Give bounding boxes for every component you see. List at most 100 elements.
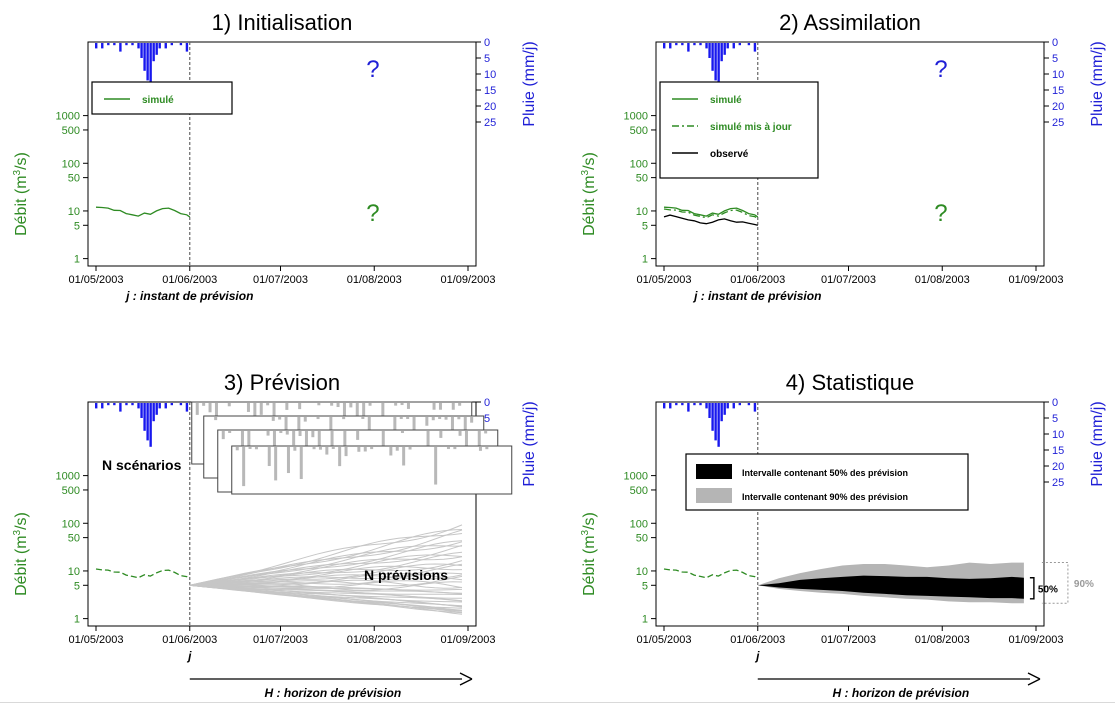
rain-scenario-bar xyxy=(453,447,457,450)
rain-bar xyxy=(170,403,174,406)
series-line-3 xyxy=(663,214,758,226)
rain-scenario-bar xyxy=(330,403,334,406)
rain-bar xyxy=(732,403,735,409)
plot-frame xyxy=(87,41,477,267)
rain-scenario-bar xyxy=(438,403,442,410)
y-axis-label-main: Débit (m xyxy=(13,175,30,235)
legend-label: observé xyxy=(710,149,749,160)
rain-bar xyxy=(152,403,155,422)
rain-bar xyxy=(158,43,161,49)
y2-tick-label: 5 xyxy=(1052,53,1058,65)
x-tick-label: 01/07/2003 xyxy=(253,634,308,646)
rain-bar xyxy=(738,43,742,46)
rain-bar xyxy=(140,403,143,418)
y-tick-label: 50 xyxy=(636,533,648,545)
rain-bar xyxy=(753,403,757,412)
rain-scenario-bar xyxy=(400,403,404,406)
rain-bar xyxy=(137,43,140,49)
rain-bar xyxy=(723,43,726,55)
series-line-1 xyxy=(95,206,191,218)
rain-bar xyxy=(711,403,714,431)
rain-bar xyxy=(753,43,757,52)
rain-scenario-bar xyxy=(399,417,403,420)
y-tick-label: 50 xyxy=(636,173,648,185)
y-tick-label: 500 xyxy=(62,485,80,497)
y2-tick-label: 15 xyxy=(1052,85,1064,97)
rain-bar xyxy=(726,403,729,409)
y-axis-label-main: Débit (m xyxy=(13,535,30,595)
rain-scenario-bar xyxy=(406,403,410,409)
y2-tick-label: 0 xyxy=(484,397,490,409)
y-axis-label-main: Débit (m xyxy=(581,535,598,595)
rain-scenario-bar xyxy=(485,447,489,450)
y-tick-label: 10 xyxy=(68,566,80,578)
rain-scenario-bar xyxy=(278,417,282,420)
y-tick-label: 1 xyxy=(642,254,648,266)
rain-bar xyxy=(669,403,672,409)
rain-scenario-bar xyxy=(394,403,398,406)
rain-bar xyxy=(185,403,189,412)
y-tick-label: 100 xyxy=(630,158,648,170)
rain-bar xyxy=(149,403,152,447)
rain-scenario-bar xyxy=(336,403,340,408)
rain-scenario-bar xyxy=(356,431,360,440)
rain-scenario-bar xyxy=(426,431,430,457)
rain-scenario-bar xyxy=(266,403,270,406)
rain-bar xyxy=(137,403,140,409)
legend-label: Intervalle contenant 50% des prévision xyxy=(742,468,908,478)
rain-scenario-bar xyxy=(318,447,322,450)
rain-bar xyxy=(705,43,708,49)
x-tick-label: 01/07/2003 xyxy=(821,634,876,646)
rain-scenario-bar xyxy=(400,431,404,434)
rain-bar xyxy=(738,403,742,406)
rain-scenario-bar xyxy=(293,447,297,451)
y-tick-label: 1 xyxy=(74,254,80,266)
rain-bar xyxy=(669,43,672,49)
x-tick-label: 01/05/2003 xyxy=(68,634,123,646)
annotation-n-previsions: N prévisions xyxy=(364,567,448,583)
rain-scenario-bar xyxy=(292,431,296,446)
rain-bar xyxy=(113,403,116,406)
rain-bar xyxy=(687,43,690,52)
rain-scenario-bar xyxy=(431,417,435,421)
plot-frame xyxy=(655,41,1045,267)
rain-bar xyxy=(101,43,104,49)
y-tick-label: 10 xyxy=(636,566,648,578)
y2-tick-label: 25 xyxy=(1052,117,1064,129)
rain-bar xyxy=(747,43,751,46)
ensemble-line xyxy=(189,560,463,586)
question-mark-rain: ? xyxy=(366,56,379,83)
rain-bar xyxy=(152,43,155,62)
rain-bar xyxy=(663,43,666,49)
rain-scenario-bar xyxy=(311,431,315,438)
rain-scenario-bar xyxy=(271,417,275,421)
rain-scenario-bar xyxy=(303,417,307,422)
rain-scenario-bar xyxy=(477,431,481,451)
rain-scenario-bar xyxy=(389,447,393,456)
rain-scenario-bar xyxy=(316,417,320,420)
legend-box xyxy=(659,81,819,179)
bracket-90 xyxy=(1041,562,1069,604)
rain-scenario-bar xyxy=(242,447,246,487)
rain-bar xyxy=(164,403,167,409)
horizon-arrow-head xyxy=(459,672,473,686)
legend-box xyxy=(91,81,233,115)
rain-scenario-bar xyxy=(444,417,448,420)
x-tick-label: 01/09/2003 xyxy=(1008,634,1063,646)
ensemble-line xyxy=(189,572,463,586)
y-tick-label: 500 xyxy=(630,125,648,137)
rain-scenario-bar xyxy=(266,431,270,436)
rain-scenario-bar xyxy=(363,447,367,452)
horizon-arrow-head xyxy=(1027,672,1041,686)
x-tick-label: 01/08/2003 xyxy=(915,634,970,646)
label-50: 50% xyxy=(1038,584,1058,595)
rain-bar xyxy=(681,43,684,46)
bracket-50 xyxy=(1029,577,1035,600)
x-tick-label: 01/05/2003 xyxy=(636,634,691,646)
rain-scenario-bar xyxy=(338,447,342,467)
y-tick-label: 5 xyxy=(642,220,648,232)
rain-scenario-bar xyxy=(221,431,225,440)
y-axis-label-sup: 3 xyxy=(580,169,591,175)
rain-scenario-bar xyxy=(267,447,271,467)
rain-bar xyxy=(140,43,143,58)
